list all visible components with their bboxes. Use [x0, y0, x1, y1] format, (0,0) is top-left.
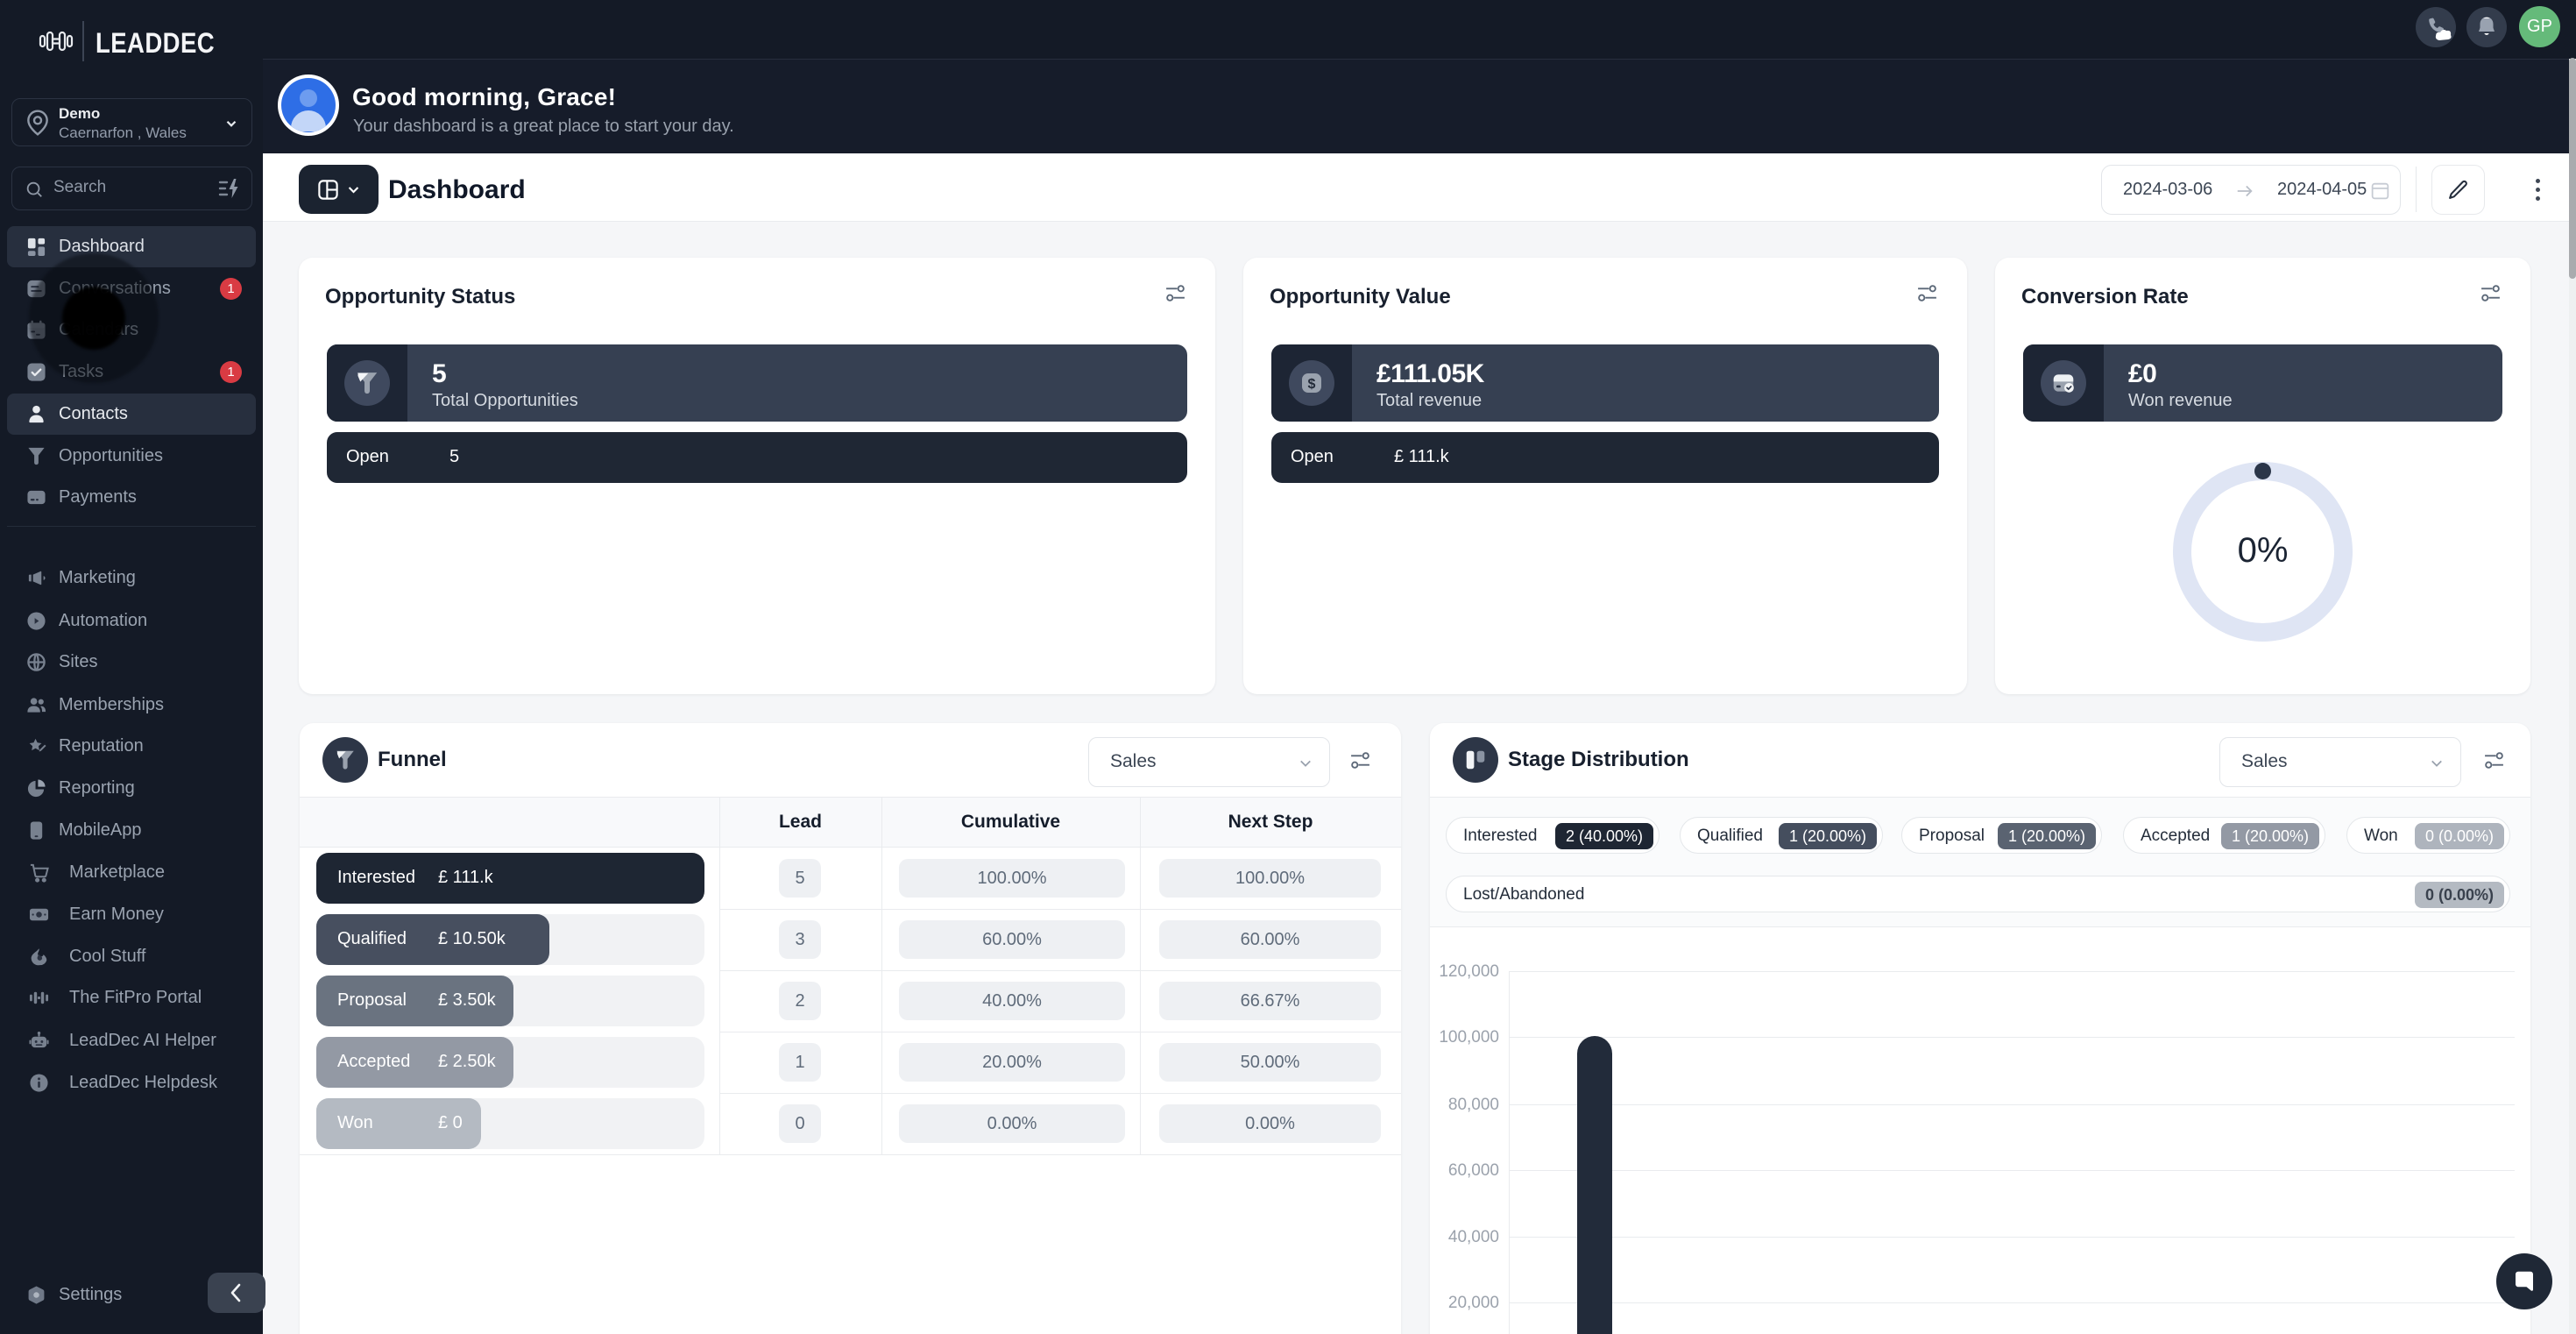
svg-text:$: $: [1308, 377, 1316, 392]
